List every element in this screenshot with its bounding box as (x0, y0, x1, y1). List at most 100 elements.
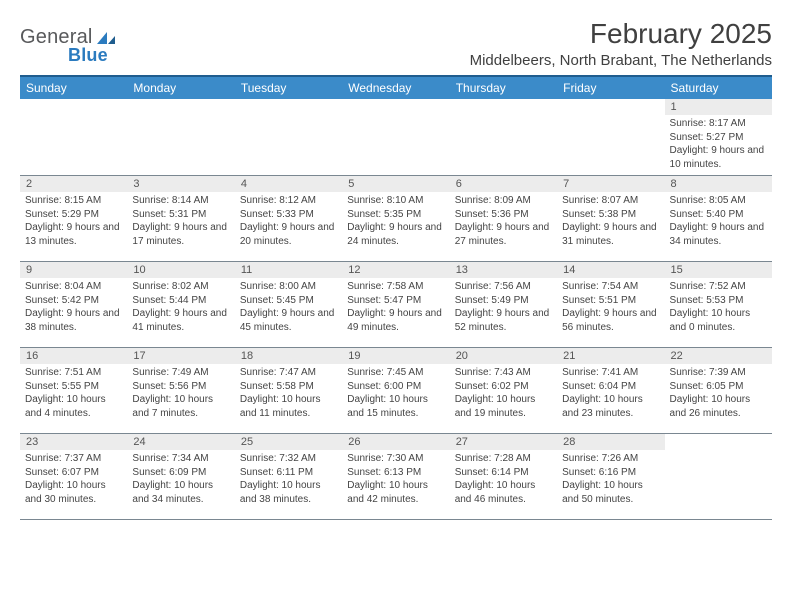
day-detail: Sunrise: 8:14 AMSunset: 5:31 PMDaylight:… (127, 192, 234, 252)
day-sunset: Sunset: 5:27 PM (670, 131, 767, 145)
calendar-day-cell: 10Sunrise: 8:02 AMSunset: 5:44 PMDayligh… (127, 262, 234, 348)
day-number: 23 (20, 434, 127, 450)
day-sunset: Sunset: 5:38 PM (562, 208, 659, 222)
day-number: 11 (235, 262, 342, 278)
day-sunrise: Sunrise: 7:30 AM (347, 452, 444, 466)
day-daylight: Daylight: 9 hours and 31 minutes. (562, 221, 659, 248)
day-sunrise: Sunrise: 7:39 AM (670, 366, 767, 380)
day-daylight: Daylight: 9 hours and 13 minutes. (25, 221, 122, 248)
day-sunset: Sunset: 5:49 PM (455, 294, 552, 308)
day-number: 13 (450, 262, 557, 278)
day-daylight: Daylight: 10 hours and 42 minutes. (347, 479, 444, 506)
day-detail: Sunrise: 7:28 AMSunset: 6:14 PMDaylight:… (450, 450, 557, 510)
day-sunrise: Sunrise: 8:12 AM (240, 194, 337, 208)
calendar-day-cell: 25Sunrise: 7:32 AMSunset: 6:11 PMDayligh… (235, 434, 342, 520)
day-detail: Sunrise: 7:56 AMSunset: 5:49 PMDaylight:… (450, 278, 557, 338)
day-number: 4 (235, 176, 342, 192)
day-sunset: Sunset: 6:00 PM (347, 380, 444, 394)
day-number: 28 (557, 434, 664, 450)
day-number: 5 (342, 176, 449, 192)
day-sunset: Sunset: 5:36 PM (455, 208, 552, 222)
day-detail: Sunrise: 7:51 AMSunset: 5:55 PMDaylight:… (20, 364, 127, 424)
calendar-day-cell (450, 99, 557, 176)
calendar-day-cell: 20Sunrise: 7:43 AMSunset: 6:02 PMDayligh… (450, 348, 557, 434)
page-header: General Blue February 2025 Middelbeers, … (20, 18, 772, 69)
day-detail: Sunrise: 7:41 AMSunset: 6:04 PMDaylight:… (557, 364, 664, 424)
day-sunrise: Sunrise: 8:05 AM (670, 194, 767, 208)
day-detail: Sunrise: 8:07 AMSunset: 5:38 PMDaylight:… (557, 192, 664, 252)
day-number: 27 (450, 434, 557, 450)
day-sunrise: Sunrise: 7:52 AM (670, 280, 767, 294)
day-sunrise: Sunrise: 8:07 AM (562, 194, 659, 208)
day-sunset: Sunset: 5:51 PM (562, 294, 659, 308)
day-sunrise: Sunrise: 7:28 AM (455, 452, 552, 466)
calendar-day-cell: 19Sunrise: 7:45 AMSunset: 6:00 PMDayligh… (342, 348, 449, 434)
calendar-week-row: 9Sunrise: 8:04 AMSunset: 5:42 PMDaylight… (20, 262, 772, 348)
day-detail: Sunrise: 7:54 AMSunset: 5:51 PMDaylight:… (557, 278, 664, 338)
day-daylight: Daylight: 10 hours and 26 minutes. (670, 393, 767, 420)
day-sunrise: Sunrise: 8:14 AM (132, 194, 229, 208)
day-sunrise: Sunrise: 8:10 AM (347, 194, 444, 208)
day-sunrise: Sunrise: 7:26 AM (562, 452, 659, 466)
day-sunset: Sunset: 5:29 PM (25, 208, 122, 222)
calendar-day-cell (20, 99, 127, 176)
day-daylight: Daylight: 10 hours and 19 minutes. (455, 393, 552, 420)
day-sunrise: Sunrise: 7:49 AM (132, 366, 229, 380)
day-number: 17 (127, 348, 234, 364)
day-header: Wednesday (342, 76, 449, 99)
calendar-day-cell: 16Sunrise: 7:51 AMSunset: 5:55 PMDayligh… (20, 348, 127, 434)
day-number: 25 (235, 434, 342, 450)
day-header: Tuesday (235, 76, 342, 99)
day-sunset: Sunset: 6:11 PM (240, 466, 337, 480)
day-daylight: Daylight: 10 hours and 11 minutes. (240, 393, 337, 420)
day-sunset: Sunset: 5:31 PM (132, 208, 229, 222)
day-sunset: Sunset: 5:40 PM (670, 208, 767, 222)
day-daylight: Daylight: 9 hours and 49 minutes. (347, 307, 444, 334)
calendar-table: Sunday Monday Tuesday Wednesday Thursday… (20, 75, 772, 520)
calendar-week-row: 16Sunrise: 7:51 AMSunset: 5:55 PMDayligh… (20, 348, 772, 434)
day-sunset: Sunset: 5:55 PM (25, 380, 122, 394)
calendar-day-cell: 21Sunrise: 7:41 AMSunset: 6:04 PMDayligh… (557, 348, 664, 434)
day-header: Thursday (450, 76, 557, 99)
day-number: 6 (450, 176, 557, 192)
day-number: 1 (665, 99, 772, 115)
day-sunset: Sunset: 5:45 PM (240, 294, 337, 308)
day-detail: Sunrise: 7:39 AMSunset: 6:05 PMDaylight:… (665, 364, 772, 424)
month-title: February 2025 (470, 18, 772, 50)
day-detail: Sunrise: 8:12 AMSunset: 5:33 PMDaylight:… (235, 192, 342, 252)
day-sunset: Sunset: 6:09 PM (132, 466, 229, 480)
day-number: 7 (557, 176, 664, 192)
day-sunrise: Sunrise: 7:34 AM (132, 452, 229, 466)
brand-name-part2: Blue (68, 45, 108, 66)
day-sunrise: Sunrise: 7:54 AM (562, 280, 659, 294)
calendar-day-cell: 2Sunrise: 8:15 AMSunset: 5:29 PMDaylight… (20, 176, 127, 262)
day-detail: Sunrise: 7:43 AMSunset: 6:02 PMDaylight:… (450, 364, 557, 424)
day-daylight: Daylight: 10 hours and 7 minutes. (132, 393, 229, 420)
day-number: 24 (127, 434, 234, 450)
day-sunrise: Sunrise: 8:17 AM (670, 117, 767, 131)
calendar-day-cell: 11Sunrise: 8:00 AMSunset: 5:45 PMDayligh… (235, 262, 342, 348)
day-sunset: Sunset: 6:07 PM (25, 466, 122, 480)
day-sunrise: Sunrise: 7:56 AM (455, 280, 552, 294)
day-sunrise: Sunrise: 7:47 AM (240, 366, 337, 380)
day-detail: Sunrise: 8:10 AMSunset: 5:35 PMDaylight:… (342, 192, 449, 252)
day-number: 12 (342, 262, 449, 278)
day-sunrise: Sunrise: 7:58 AM (347, 280, 444, 294)
calendar-day-cell (235, 99, 342, 176)
day-daylight: Daylight: 10 hours and 4 minutes. (25, 393, 122, 420)
day-detail: Sunrise: 7:58 AMSunset: 5:47 PMDaylight:… (342, 278, 449, 338)
calendar-day-cell: 6Sunrise: 8:09 AMSunset: 5:36 PMDaylight… (450, 176, 557, 262)
calendar-day-cell: 18Sunrise: 7:47 AMSunset: 5:58 PMDayligh… (235, 348, 342, 434)
calendar-day-cell (127, 99, 234, 176)
calendar-day-cell: 3Sunrise: 8:14 AMSunset: 5:31 PMDaylight… (127, 176, 234, 262)
day-detail: Sunrise: 7:37 AMSunset: 6:07 PMDaylight:… (20, 450, 127, 510)
day-number: 2 (20, 176, 127, 192)
day-sunset: Sunset: 5:58 PM (240, 380, 337, 394)
day-detail: Sunrise: 8:00 AMSunset: 5:45 PMDaylight:… (235, 278, 342, 338)
day-sunrise: Sunrise: 7:43 AM (455, 366, 552, 380)
day-detail: Sunrise: 8:15 AMSunset: 5:29 PMDaylight:… (20, 192, 127, 252)
day-sunrise: Sunrise: 8:04 AM (25, 280, 122, 294)
day-number: 22 (665, 348, 772, 364)
calendar-day-cell: 17Sunrise: 7:49 AMSunset: 5:56 PMDayligh… (127, 348, 234, 434)
day-daylight: Daylight: 9 hours and 27 minutes. (455, 221, 552, 248)
